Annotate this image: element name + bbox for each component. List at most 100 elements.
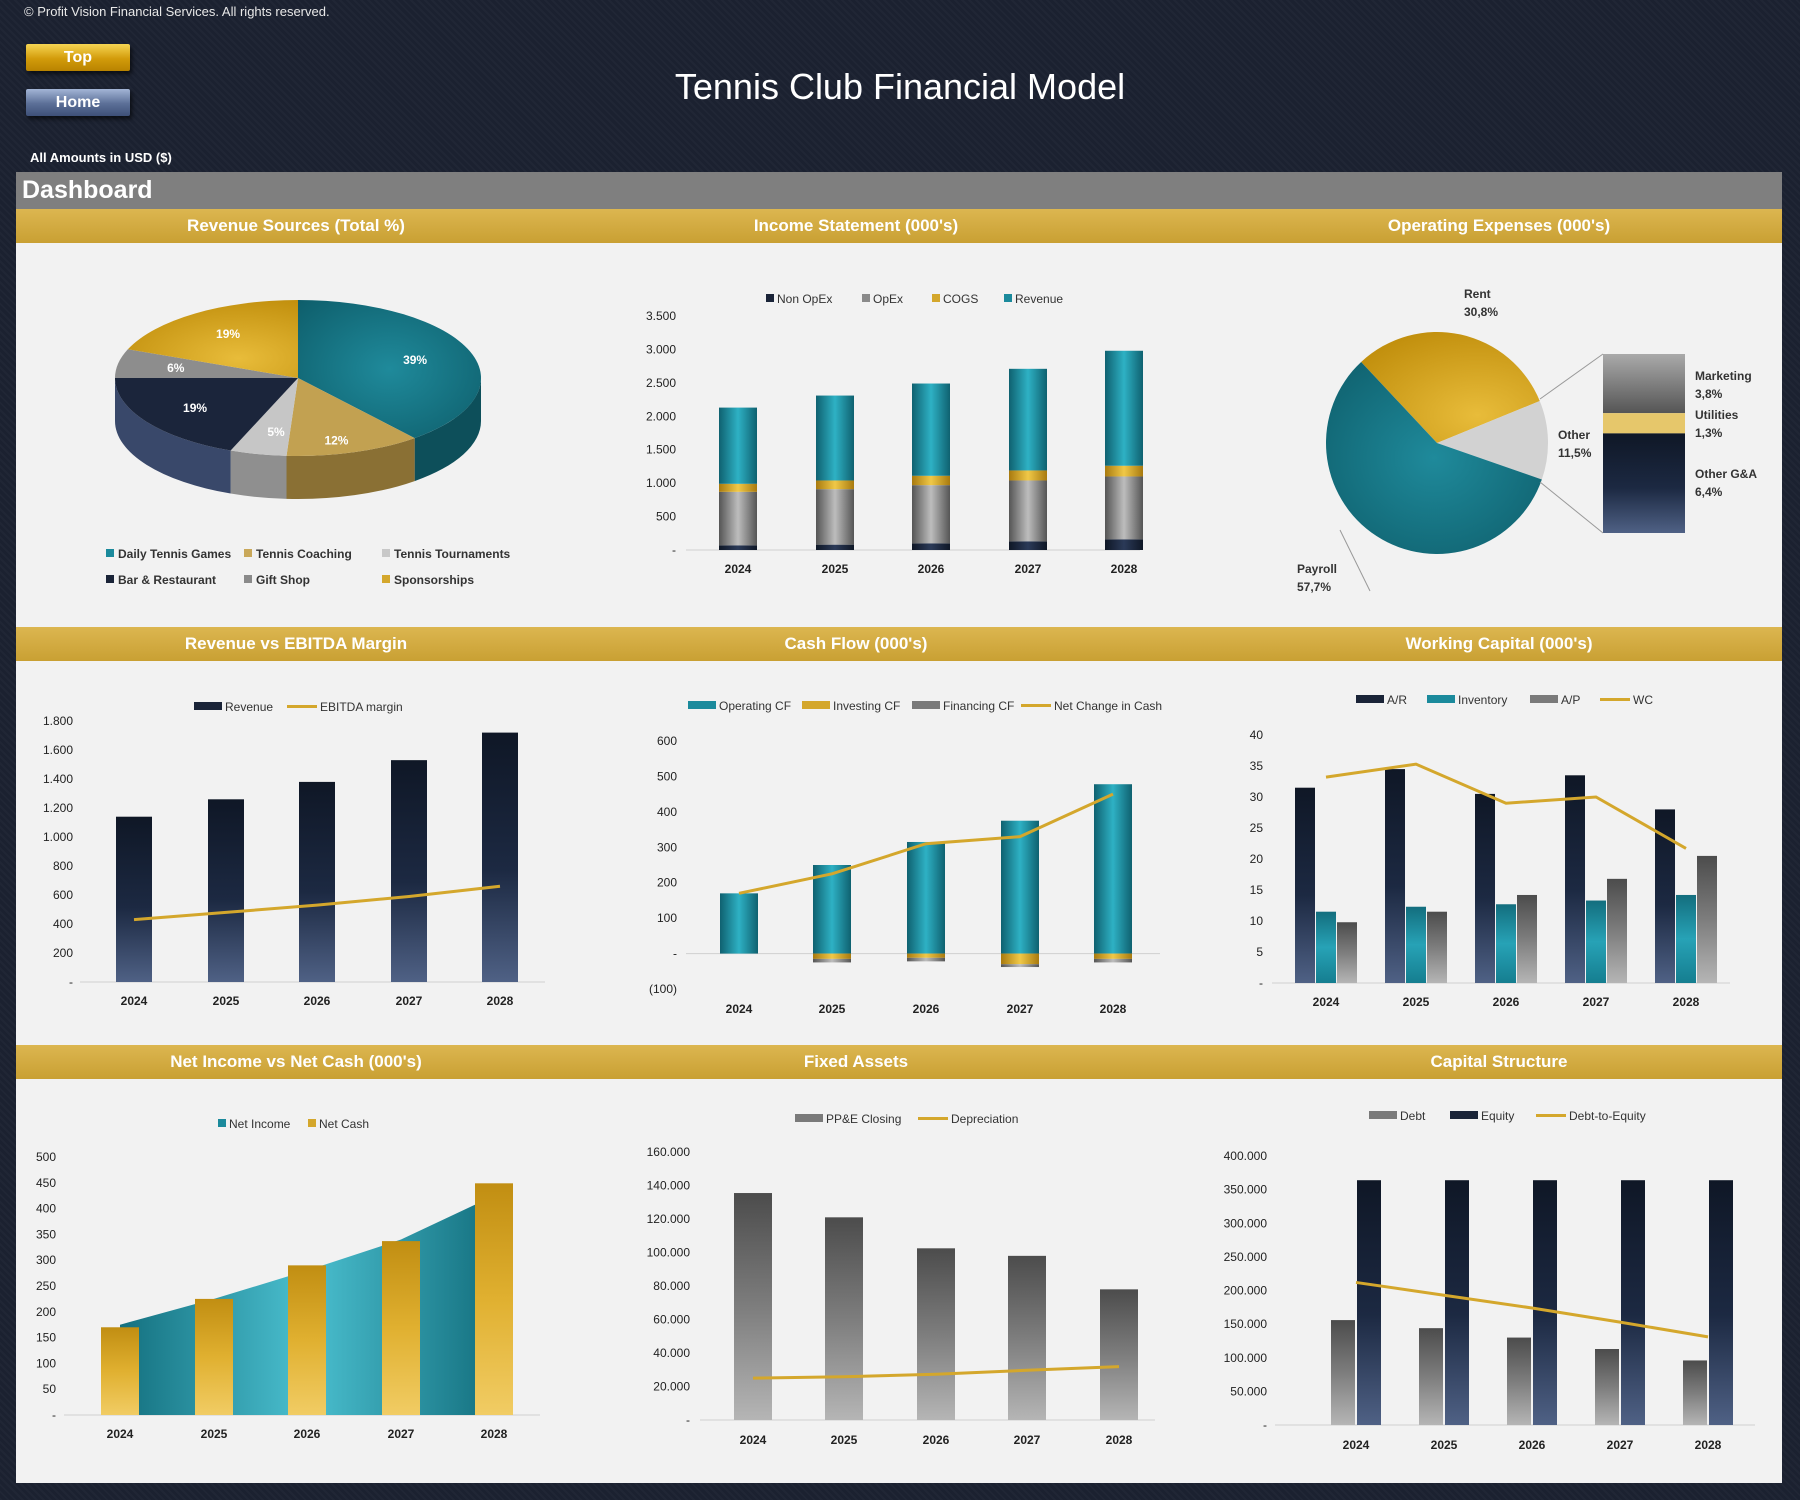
- y-tick-label: -: [1263, 1418, 1267, 1432]
- legend-swatch: [287, 705, 317, 708]
- x-tick-label: 2025: [831, 1433, 858, 1447]
- y-tick-label: -: [52, 1408, 56, 1422]
- y-tick-label: 140.000: [647, 1179, 691, 1193]
- y-tick-label: 400: [36, 1202, 56, 1216]
- bar-ar: [1565, 775, 1585, 983]
- bar-revenue: [391, 760, 427, 982]
- y-tick-label: 350.000: [1224, 1183, 1268, 1197]
- line-depreciation: [752, 1365, 1120, 1380]
- bar-ppe-closing: [734, 1193, 772, 1420]
- y-tick-label: 300: [657, 840, 677, 854]
- data-value-label: 30,8%: [1464, 305, 1498, 319]
- pie-slice: [127, 300, 298, 378]
- x-tick-label: 2026: [304, 994, 331, 1008]
- y-tick-label: 2.000: [646, 409, 676, 423]
- bar-debt: [1331, 1320, 1355, 1425]
- bar-inventory: [1676, 894, 1696, 983]
- bar-cogs: [912, 475, 950, 486]
- bar-financing-cf: [813, 958, 851, 963]
- bar-revenue: [208, 799, 244, 982]
- legend-swatch: [1004, 294, 1012, 302]
- legend-swatch: [918, 1117, 948, 1120]
- pie-slice: [1437, 401, 1549, 480]
- bar-inventory: [1586, 900, 1606, 983]
- legend-label: Net Change in Cash: [1054, 699, 1162, 713]
- legend-label: COGS: [943, 292, 978, 306]
- y-tick-label: 600: [53, 888, 73, 902]
- breakdown-segment: [1603, 413, 1685, 434]
- y-tick-label: 500: [656, 510, 676, 524]
- bar-operating-cf: [1001, 820, 1039, 954]
- legend-swatch: [932, 294, 940, 302]
- y-tick-label: 500: [36, 1150, 56, 1164]
- data-label: Other: [1558, 428, 1590, 442]
- x-tick-label: 2026: [1493, 995, 1520, 1009]
- legend-swatch: [688, 701, 716, 709]
- bar-equity: [1445, 1180, 1469, 1425]
- top-button[interactable]: Top: [26, 44, 130, 71]
- legend-label: PP&E Closing: [826, 1112, 901, 1126]
- legend-label: Bar & Restaurant: [118, 573, 216, 587]
- bar-inventory: [1316, 911, 1336, 983]
- legend-label: Inventory: [1458, 693, 1507, 707]
- panel-title-revenue-sources: Revenue Sources (Total %): [187, 216, 405, 235]
- home-button[interactable]: Home: [26, 89, 130, 116]
- y-tick-label: 50.000: [1230, 1384, 1267, 1398]
- legend-swatch: [766, 294, 774, 302]
- bar-non-opex: [719, 545, 757, 550]
- x-tick-label: 2028: [481, 1427, 508, 1441]
- bar-ppe-closing: [1100, 1289, 1138, 1420]
- y-tick-label: 100.000: [1224, 1351, 1268, 1365]
- legend-label: Tennis Coaching: [256, 547, 352, 561]
- pie-slice: [230, 378, 298, 456]
- pie-slice-side: [230, 450, 287, 499]
- y-tick-label: 20: [1250, 852, 1264, 866]
- bar-revenue: [912, 383, 950, 476]
- x-tick-label: 2027: [1607, 1438, 1634, 1452]
- bar-opex: [1009, 480, 1047, 542]
- y-tick-label: 200.000: [1224, 1284, 1268, 1298]
- bar-equity: [1533, 1180, 1557, 1425]
- legend-label: Sponsorships: [394, 573, 474, 587]
- bar-ap: [1607, 878, 1627, 983]
- copyright-text: © Profit Vision Financial Services. All …: [24, 4, 330, 19]
- legend-swatch: [1530, 695, 1558, 703]
- page-title: Tennis Club Financial Model: [674, 66, 1126, 107]
- panel-title-net-income-cash: Net Income vs Net Cash (000's): [170, 1052, 422, 1071]
- y-tick-label: 160.000: [647, 1145, 691, 1159]
- data-value-label: 57,7%: [1297, 580, 1331, 594]
- legend-label: Debt: [1400, 1109, 1426, 1123]
- y-tick-label: 30: [1250, 790, 1264, 804]
- data-label: Marketing: [1695, 369, 1752, 383]
- x-tick-label: 2024: [107, 1427, 134, 1441]
- y-tick-label: 450: [36, 1176, 56, 1190]
- x-tick-label: 2025: [822, 562, 849, 576]
- legend-swatch: [1369, 1111, 1397, 1119]
- y-tick-label: -: [672, 543, 676, 557]
- legend-label: WC: [1633, 693, 1653, 707]
- dashboard-title: Dashboard: [22, 176, 153, 204]
- legend-label: OpEx: [873, 292, 903, 306]
- bar-ppe-closing: [917, 1248, 955, 1420]
- y-tick-label: 500: [657, 769, 677, 783]
- row-1-title-band: Revenue Sources (Total %) Income Stateme…: [16, 209, 1782, 243]
- x-tick-label: 2025: [1403, 995, 1430, 1009]
- bar-financing-cf: [1094, 958, 1132, 963]
- bar-investing-cf: [813, 953, 851, 959]
- leader-line: [1339, 529, 1371, 592]
- x-tick-label: 2026: [918, 562, 945, 576]
- line-ebitda-margin: [133, 884, 501, 922]
- x-tick-label: 2025: [201, 1427, 228, 1441]
- data-value-label: 11,5%: [1558, 446, 1592, 460]
- legend-label: Investing CF: [833, 699, 900, 713]
- x-tick-label: 2027: [1014, 1433, 1041, 1447]
- y-tick-label: 2.500: [646, 376, 676, 390]
- legend-label: Financing CF: [943, 699, 1014, 713]
- y-tick-label: 25: [1250, 821, 1264, 835]
- x-tick-label: 2024: [740, 1433, 767, 1447]
- y-tick-label: 200: [36, 1305, 56, 1319]
- legend-label: Revenue: [225, 700, 273, 714]
- y-tick-label: 50: [43, 1382, 57, 1396]
- legend-swatch: [308, 1119, 316, 1127]
- bar-cogs: [816, 480, 854, 490]
